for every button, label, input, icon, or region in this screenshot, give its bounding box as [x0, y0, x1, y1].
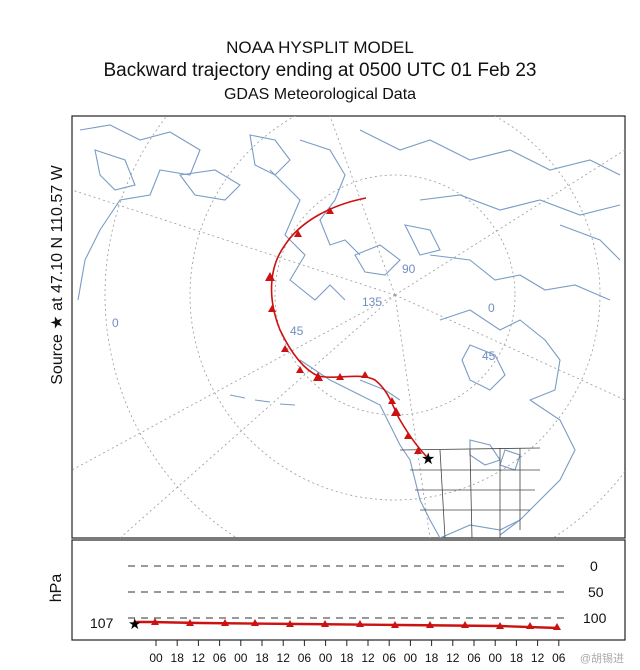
source-star-icon: ★: [421, 451, 435, 468]
level-label-50: 50: [588, 584, 604, 600]
trajectory-markers: [265, 207, 422, 454]
time-tick-label: 12: [192, 651, 206, 665]
time-tick-label: 06: [552, 651, 566, 665]
vertical-trajectory-line: [135, 620, 559, 630]
time-tick-label: 18: [510, 651, 524, 665]
model-title: NOAA HYSPLIT MODEL: [226, 38, 414, 57]
grid-label-135: 135: [362, 295, 382, 309]
time-tick-label: 12: [361, 651, 375, 665]
time-tick-label: 00: [489, 651, 503, 665]
time-tick-label: 06: [298, 651, 312, 665]
watermark: @胡锡进: [579, 653, 624, 665]
trajectory-title: Backward trajectory ending at 0500 UTC 0…: [103, 60, 537, 81]
level-label-0: 0: [590, 558, 598, 574]
data-source-title: GDAS Meteorological Data: [223, 86, 417, 103]
vertical-source-star-icon: ★: [128, 616, 141, 633]
grid-label-45-right: 45: [482, 349, 496, 363]
state-boundaries: [399, 447, 541, 538]
time-tick-label: 12: [446, 651, 460, 665]
time-tick-label: 18: [171, 651, 185, 665]
start-pressure-value: 107: [90, 615, 114, 631]
time-tick-label: 00: [149, 651, 163, 665]
time-tick-label: 00: [234, 651, 248, 665]
pressure-level-lines: [128, 565, 570, 619]
time-axis: 00 18 12 06 00 18 12 06 00 18 12 06 00 18 12 06 00 18 12 06: [149, 640, 566, 665]
grid-label-0-right: 0: [488, 301, 495, 315]
grid-label-0-left: 0: [112, 316, 119, 330]
time-tick-label: 18: [425, 651, 439, 665]
time-tick-label: 18: [340, 651, 354, 665]
grid-meridians: [72, 116, 625, 538]
time-tick-label: 00: [319, 651, 333, 665]
coastlines: [77, 124, 621, 538]
grid-label-45-left: 45: [290, 324, 304, 338]
time-tick-label: 12: [277, 651, 291, 665]
time-tick-label: 00: [404, 651, 418, 665]
time-tick-label: 06: [467, 651, 481, 665]
grid-circles: [104, 116, 625, 538]
map-frame: [71, 115, 626, 539]
time-tick-label: 18: [255, 651, 269, 665]
map-area: 0 45 90 135 0 45 ★: [72, 116, 625, 538]
vertical-trajectory-markers: [151, 618, 561, 630]
level-label-100: 100: [583, 610, 607, 626]
trajectory-line: [270, 197, 429, 459]
time-tick-label: 06: [213, 651, 227, 665]
time-tick-label: 06: [383, 651, 397, 665]
grid-label-90: 90: [402, 262, 416, 276]
vertical-profile-frame: [71, 539, 626, 641]
time-tick-label: 12: [531, 651, 545, 665]
